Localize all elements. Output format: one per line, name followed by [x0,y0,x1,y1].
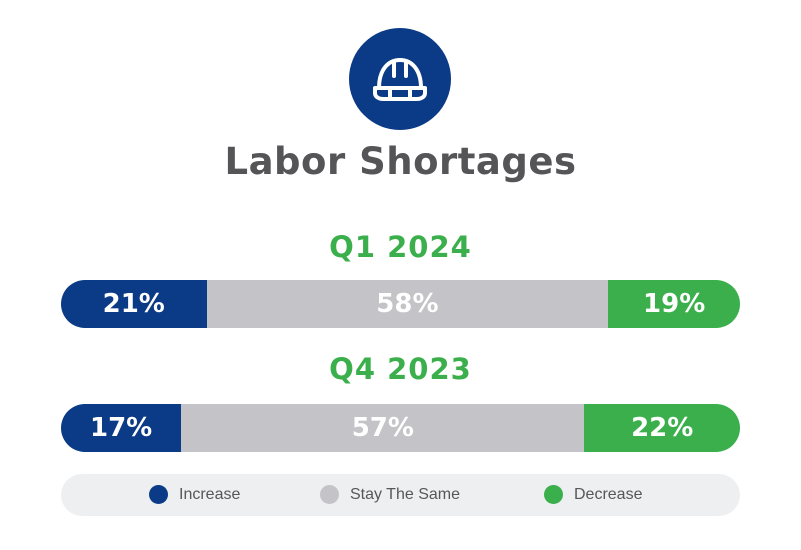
data-label: 17% [90,413,153,443]
hard-hat-icon-badge [349,28,451,130]
data-label: 22% [631,413,694,443]
legend-item-stay-the-same: Stay The Same [320,485,460,504]
legend: Increase Stay The Same Decrease [61,474,740,516]
legend-label: Stay The Same [350,485,460,503]
segment-increase: 21% [61,280,207,328]
legend-label: Decrease [574,485,643,503]
legend-dot-increase [149,485,168,504]
segment-stay-the-same: 58% [206,280,609,328]
legend-item-decrease: Decrease [544,485,642,504]
hard-hat-icon [373,58,427,101]
legend-item-increase: Increase [149,485,240,504]
segment-stay-the-same: 57% [181,404,585,452]
segment-decrease: 22% [584,404,740,452]
legend-dot-stay-the-same [320,485,339,504]
bar-q1-2024: 21% 58% 19% [61,280,740,328]
chart-title: Labor Shortages [224,140,577,183]
bar-q4-2023: 17% 57% 22% [61,404,740,452]
data-label: 58% [376,289,439,319]
legend-dot-decrease [544,485,563,504]
data-label: 21% [102,289,165,319]
legend-label: Increase [179,485,241,503]
data-label: 19% [643,289,706,319]
period-label-q4-2023: Q4 2023 [329,352,472,386]
segment-increase: 17% [61,404,182,452]
segment-decrease: 19% [608,280,740,328]
period-label-q1-2024: Q1 2024 [329,230,472,264]
data-label: 57% [351,413,414,443]
